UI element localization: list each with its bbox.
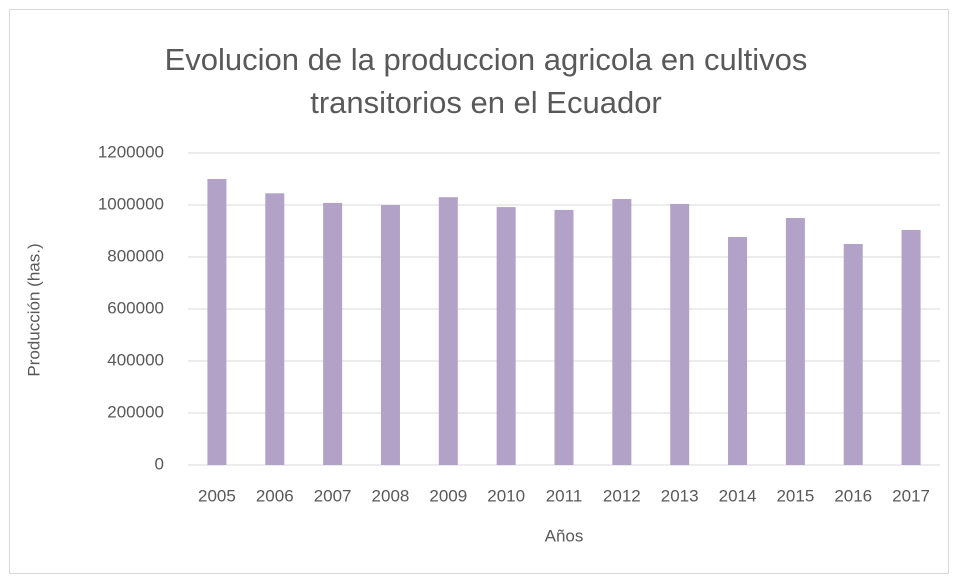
bar	[265, 193, 285, 466]
bar	[728, 236, 748, 465]
x-tick-label: 2015	[776, 486, 814, 505]
x-tick-label: 2006	[256, 486, 294, 505]
y-axis-title: Producción (has.)	[24, 243, 43, 376]
x-tick-label: 2005	[198, 486, 236, 505]
bar	[438, 197, 458, 465]
y-tick-label: 1200000	[98, 142, 164, 161]
x-tick-label: 2007	[314, 486, 352, 505]
bar	[901, 229, 921, 465]
x-tick-label: 2010	[487, 486, 525, 505]
x-tick-label: 2013	[661, 486, 699, 505]
bar	[554, 209, 574, 465]
bar	[612, 199, 632, 465]
y-tick-label: 800000	[107, 246, 164, 265]
x-tick-label: 2016	[834, 486, 872, 505]
chart-frame	[9, 9, 949, 574]
y-tick-label: 0	[155, 454, 164, 473]
x-tick-label: 2012	[603, 486, 641, 505]
x-tick-label: 2017	[892, 486, 930, 505]
bar	[843, 244, 863, 465]
y-tick-label: 200000	[107, 402, 164, 421]
y-tick-label: 600000	[107, 298, 164, 317]
bar	[380, 205, 400, 465]
bar	[496, 207, 516, 465]
bar	[323, 202, 343, 466]
x-tick-label: 2011	[546, 486, 583, 505]
x-tick-label: 2009	[429, 486, 467, 505]
x-tick-label: 2014	[719, 486, 757, 505]
y-tick-label: 1000000	[98, 194, 164, 213]
bar	[207, 179, 227, 465]
y-tick-label: 400000	[107, 350, 164, 369]
chart-title: Evolucion de la produccion agricola en c…	[164, 42, 808, 120]
bar	[670, 203, 690, 465]
x-tick-label: 2008	[372, 486, 410, 505]
x-axis-title: Años	[545, 526, 584, 545]
bar	[785, 218, 805, 465]
